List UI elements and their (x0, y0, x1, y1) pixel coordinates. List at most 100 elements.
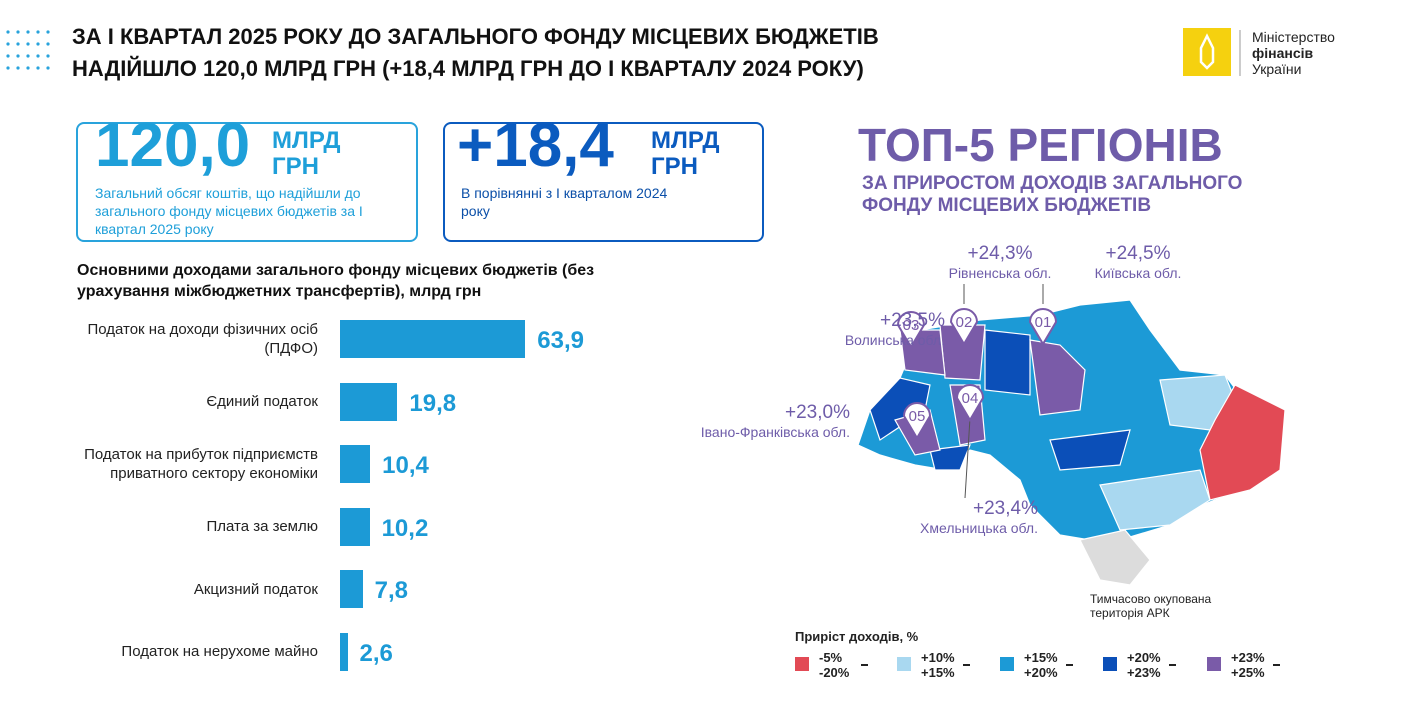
category-label: Податок на прибуток підприємств приватно… (84, 446, 318, 482)
region-name: Волинська обл. (844, 332, 945, 348)
region-growth: +23,4% (973, 498, 1038, 519)
map-region (984, 329, 1031, 396)
map-pin (949, 308, 979, 346)
region-name: Рівненська обл. (948, 265, 1052, 281)
bar (340, 445, 371, 483)
logo-emblem (1183, 28, 1241, 76)
bar (340, 382, 398, 421)
legend-from: -5% (819, 650, 843, 665)
region-growth: +24,3% (967, 243, 1033, 264)
category-label: Акцизний податок (193, 580, 318, 598)
legend-to: +15% (921, 665, 955, 680)
legend-to: -20% (819, 665, 850, 680)
map-subtitle: ЗА ПРИРОСТОМ ДОХОДІВ ЗАГАЛЬНОГО (862, 173, 1243, 194)
map-region (1199, 384, 1286, 501)
title-line: НАДІЙШЛО 120,0 МЛРД ГРН (+18,4 МЛРД ГРН … (72, 56, 864, 81)
pin-rank: 05 (909, 408, 926, 425)
map-region (1029, 339, 1086, 416)
stat-unit: ГРН (651, 153, 698, 180)
region-label: +23,5% Волинська обл. (765, 310, 945, 348)
region-growth: +23,5% (880, 310, 945, 331)
region-name: Хмельницька обл. (920, 520, 1038, 536)
stat-unit: МЛРД (272, 127, 341, 154)
legend-from: +15% (1024, 650, 1058, 665)
region-name: Київська обл. (1094, 265, 1182, 281)
legend-dash (963, 664, 970, 666)
stat-card: +18,4 МЛРД ГРН В порівнянні з І квартало… (443, 111, 764, 242)
legend-from: +23% (1231, 650, 1265, 665)
legend-swatch (795, 657, 809, 671)
category-label: Податок на нерухоме майно (121, 643, 318, 660)
legend-to: +25% (1231, 665, 1265, 680)
crimea (1079, 529, 1151, 586)
value-label: 10,2 (381, 514, 429, 542)
value-label: 19,8 (409, 389, 457, 417)
legend-to: +20% (1024, 665, 1058, 680)
chart-title: Основними доходами загального фонду місц… (77, 262, 595, 300)
pin-rank: 02 (956, 314, 973, 331)
legend-title: Приріст доходів, % (795, 629, 919, 644)
region-label: +24,3% Рівненська обл. (925, 243, 1075, 281)
legend-dash (1066, 664, 1073, 666)
legend-from: +20% (1127, 650, 1161, 665)
logo-text: фінансів (1252, 45, 1314, 61)
bar (340, 507, 370, 546)
map-region (1099, 469, 1211, 531)
logo-text: України (1252, 61, 1302, 77)
map-pin (902, 402, 932, 440)
legend-swatch (1000, 657, 1014, 671)
map-pin (896, 311, 926, 349)
leader-line (964, 417, 971, 499)
stat-value: +18,4 (457, 111, 614, 180)
map-pin (955, 384, 985, 422)
region-label: +24,5% Київська обл. (1063, 243, 1213, 281)
map-region (869, 377, 931, 441)
region-name: Івано-Франківська обл. (700, 424, 850, 440)
stat-unit: МЛРД (651, 127, 720, 154)
value-label: 2,6 (359, 639, 393, 667)
dots-decoration (6, 30, 50, 70)
category-label: Єдиний податок (206, 393, 318, 410)
ukraine-map (857, 299, 1286, 586)
value-label: 63,9 (537, 327, 585, 354)
stat-description: В порівнянні з І кварталом 2024 року (461, 185, 668, 219)
region-growth: +24,5% (1105, 243, 1171, 264)
category-label: Плата за землю (206, 518, 318, 535)
map-region (1049, 429, 1131, 471)
category-label: Податок на доходи фізичних осіб (ПДФО) (87, 321, 318, 357)
bar (340, 320, 526, 358)
pin-rank: 01 (1035, 314, 1052, 331)
legend-dash (861, 664, 868, 666)
map-note: територія АРК (1090, 606, 1170, 620)
map-subtitle: ФОНДУ МІСЦЕВИХ БЮДЖЕТІВ (862, 195, 1152, 216)
title-line: ЗА І КВАРТАЛ 2025 РОКУ ДО ЗАГАЛЬНОГО ФОН… (72, 24, 879, 49)
legend-dash (1273, 664, 1280, 666)
map-title: ТОП-5 РЕГІОНІВ (858, 119, 1223, 171)
legend-dash (1169, 664, 1176, 666)
bar (340, 570, 363, 608)
stat-description: Загальний обсяг коштів, що надійшли до з… (95, 185, 363, 237)
region-label: +23,0% Івано-Франківська обл. (670, 402, 850, 440)
value-label: 7,8 (374, 577, 408, 604)
pin-rank: 03 (903, 317, 920, 334)
legend-from: +10% (921, 650, 955, 665)
legend-swatch (1207, 657, 1221, 671)
logo-text: Міністерство (1252, 29, 1335, 45)
stat-value: 120,0 (95, 111, 251, 180)
value-label: 10,4 (382, 452, 429, 479)
map-pin (1028, 308, 1058, 346)
map-pins: 01 02 03 04 05 (896, 284, 1058, 499)
region-growth: +23,0% (785, 402, 850, 423)
map-region (929, 444, 971, 471)
region-label: +23,4% Хмельницька обл. (858, 498, 1038, 536)
stat-card: 120,0 МЛРД ГРН Загальний обсяг коштів, щ… (76, 111, 418, 242)
stat-unit: ГРН (272, 153, 319, 180)
map-note: Тимчасово окупована (1090, 592, 1212, 606)
bar (340, 632, 348, 671)
legend-swatch (1103, 657, 1117, 671)
legend-to: +23% (1127, 665, 1161, 680)
pin-rank: 04 (962, 390, 979, 407)
legend-swatch (897, 657, 911, 671)
